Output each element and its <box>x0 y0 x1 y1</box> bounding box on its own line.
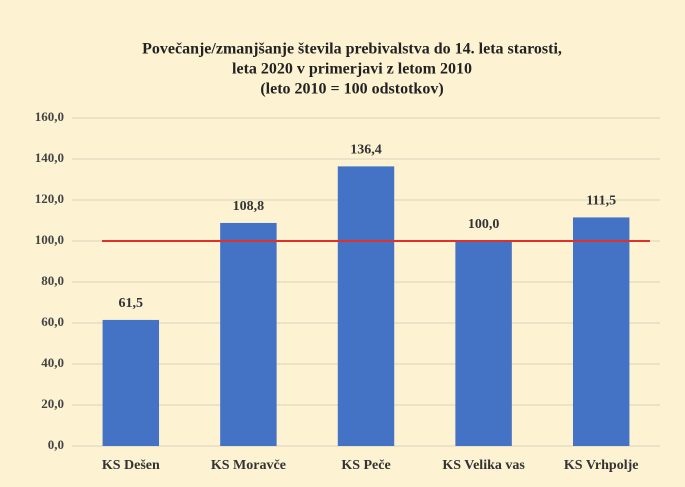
x-tick-label: KS Moravče <box>211 458 286 473</box>
value-label: 61,5 <box>119 296 144 311</box>
y-tick-label: 140,0 <box>35 150 64 165</box>
value-label: 108,8 <box>233 199 265 214</box>
bar <box>102 319 160 446</box>
chart-title: leta 2020 v primerjavi z letom 2010 <box>232 61 472 78</box>
x-tick-label: KS Peče <box>341 458 390 473</box>
y-tick-label: 80,0 <box>41 273 64 288</box>
value-label: 111,5 <box>586 194 616 209</box>
bar <box>220 222 277 446</box>
x-tick-label: KS Velika vas <box>442 458 525 473</box>
x-tick-label: KS Dešen <box>102 458 160 473</box>
value-label: 100,0 <box>468 217 500 232</box>
y-tick-label: 60,0 <box>41 314 64 329</box>
y-tick-label: 40,0 <box>41 355 64 370</box>
y-tick-label: 160,0 <box>35 109 64 124</box>
y-tick-label: 100,0 <box>35 232 64 247</box>
bar <box>572 217 630 446</box>
chart-title: (leto 2010 = 100 odstotkov) <box>260 81 443 98</box>
value-label: 136,4 <box>350 143 382 158</box>
y-tick-label: 0,0 <box>48 437 64 452</box>
chart-title: Povečanje/zmanjšanje števila prebivalstv… <box>142 41 562 58</box>
x-tick-label: KS Vrhpolje <box>564 458 639 473</box>
bar <box>455 241 512 446</box>
y-tick-label: 20,0 <box>41 396 64 411</box>
bar <box>337 166 395 446</box>
y-tick-label: 120,0 <box>35 191 64 206</box>
